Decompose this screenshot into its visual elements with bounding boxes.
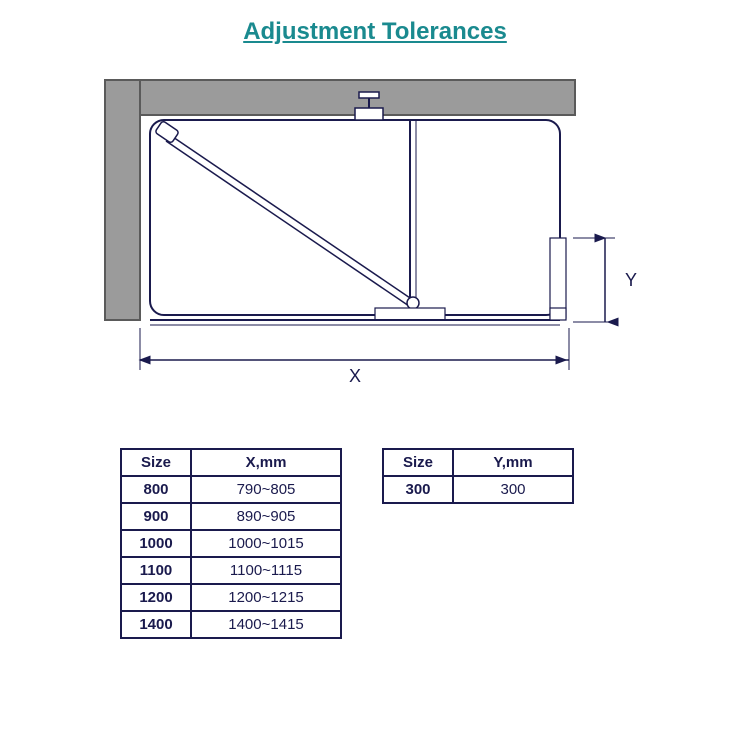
table-cell: 1400 — [121, 611, 191, 638]
brace-bar — [170, 135, 413, 300]
top-bracket-plate — [359, 92, 379, 98]
x-label: X — [349, 366, 361, 386]
table-row: 14001400~1415 — [121, 611, 341, 638]
table-cell: 1200~1215 — [191, 584, 341, 611]
brace-cap-top — [155, 121, 179, 144]
table-row: 300300 — [383, 476, 573, 503]
table-row: 10001000~1015 — [121, 530, 341, 557]
table-cell: 1000 — [121, 530, 191, 557]
table-cell: 1100 — [121, 557, 191, 584]
y-table-h1: Y,mm — [453, 449, 573, 476]
page-title: Adjustment Tolerances — [0, 0, 750, 46]
brace-bar-2 — [166, 141, 409, 306]
table-cell: 300 — [453, 476, 573, 503]
table-cell: 1400~1415 — [191, 611, 341, 638]
table-cell: 300 — [383, 476, 453, 503]
wall-left — [105, 80, 140, 320]
x-table-h1: X,mm — [191, 449, 341, 476]
bottom-hinge — [375, 308, 445, 320]
y-label: Y — [625, 270, 637, 290]
tables-row: Size X,mm 800790~805900890~90510001000~1… — [120, 448, 574, 639]
table-row: 12001200~1215 — [121, 584, 341, 611]
table-row: 900890~905 — [121, 503, 341, 530]
wall-top — [105, 80, 575, 115]
table-row: 11001100~1115 — [121, 557, 341, 584]
table-cell: 890~905 — [191, 503, 341, 530]
table-cell: 790~805 — [191, 476, 341, 503]
enclosure-frame — [150, 120, 560, 315]
table-cell: 1000~1015 — [191, 530, 341, 557]
y-table-h0: Size — [383, 449, 453, 476]
table-row: 800790~805 — [121, 476, 341, 503]
x-table-h0: Size — [121, 449, 191, 476]
table-cell: 800 — [121, 476, 191, 503]
table-cell: 1200 — [121, 584, 191, 611]
x-table: Size X,mm 800790~805900890~90510001000~1… — [120, 448, 342, 639]
side-panel — [550, 238, 566, 318]
side-panel-cap — [550, 308, 566, 320]
top-bracket — [355, 108, 383, 120]
brace-cap-bottom — [407, 297, 419, 309]
table-cell: 900 — [121, 503, 191, 530]
y-table: Size Y,mm 300300 — [382, 448, 574, 504]
enclosure-diagram: X Y — [95, 70, 655, 400]
table-cell: 1100~1115 — [191, 557, 341, 584]
